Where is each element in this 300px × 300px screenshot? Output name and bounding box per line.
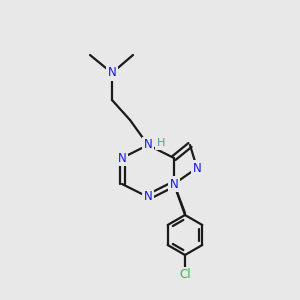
Text: H: H — [157, 138, 165, 148]
Text: N: N — [193, 161, 201, 175]
Text: N: N — [118, 152, 126, 164]
Text: N: N — [144, 190, 152, 203]
Text: N: N — [169, 178, 178, 190]
Text: N: N — [108, 67, 116, 80]
Text: N: N — [144, 139, 152, 152]
Text: Cl: Cl — [179, 268, 191, 281]
